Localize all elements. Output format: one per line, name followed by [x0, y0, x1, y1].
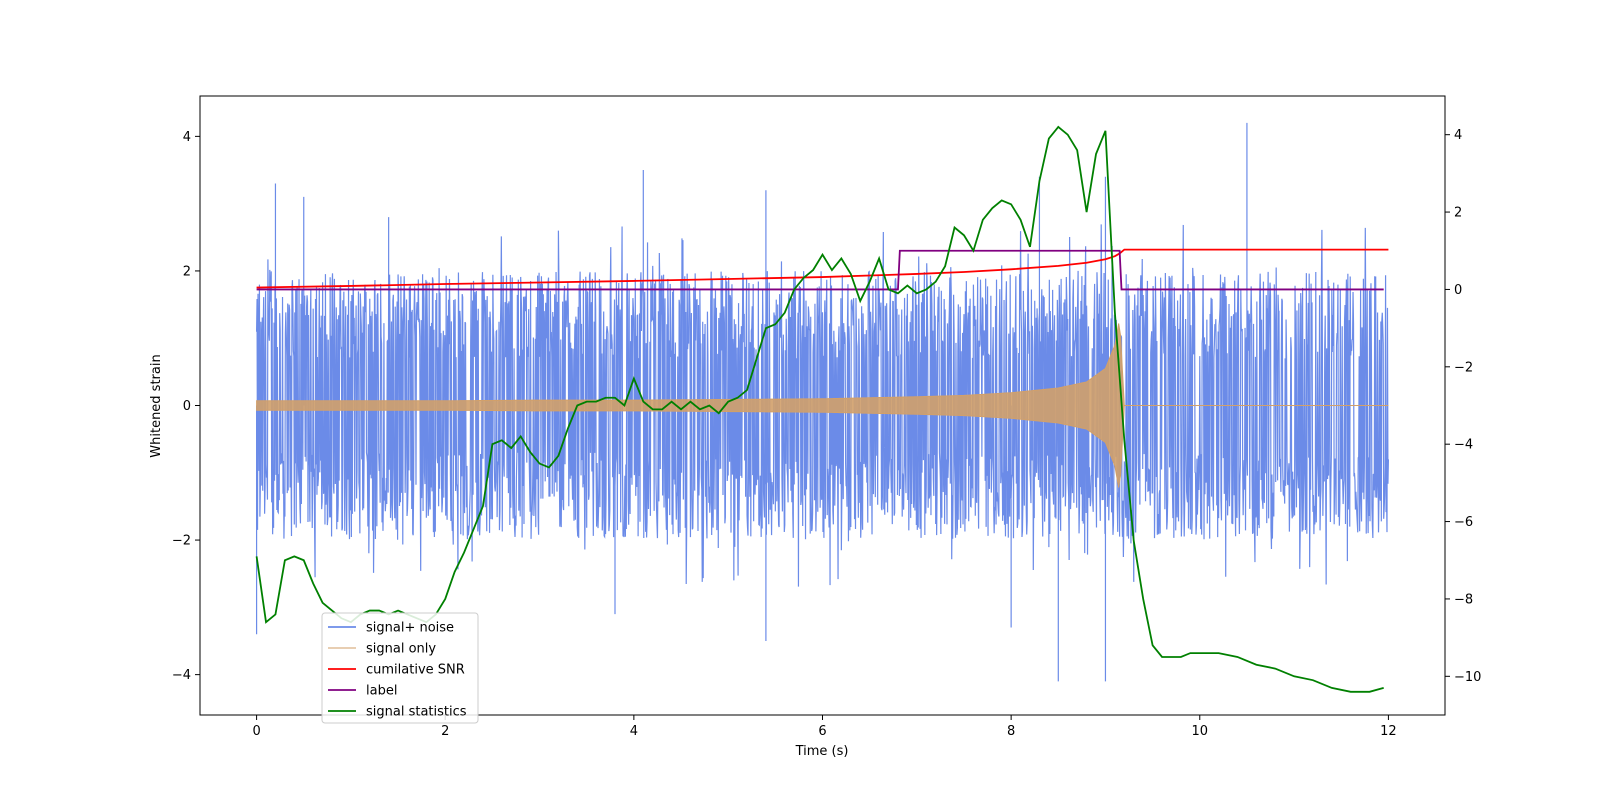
x-tick-label: 0	[252, 724, 260, 739]
x-tick-label: 10	[1191, 724, 1208, 739]
x-tick-label: 8	[1007, 724, 1015, 739]
legend-label: signal only	[366, 642, 436, 657]
y-tick-label: 2	[183, 264, 191, 279]
series-signal-noise	[255, 122, 1390, 682]
axes-layer: 0 2 4 6 8 10 12 4 2 0 −2 −4 4 2 0 −2 −4 −6 −8 −10	[172, 128, 1482, 739]
y2-tick-label: 2	[1454, 206, 1462, 221]
legend-label: label	[366, 684, 397, 699]
x-tick-label: 12	[1380, 724, 1397, 739]
series-layer	[255, 122, 1390, 693]
legend-box	[321, 612, 479, 724]
y-tick-label: 4	[183, 130, 191, 145]
x-tick-label: 4	[630, 724, 638, 739]
y2-tick-label: −4	[1454, 438, 1473, 453]
y2-tick-label: −2	[1454, 360, 1473, 375]
y2-tick-label: −8	[1454, 592, 1473, 607]
y2-tick-label: −6	[1454, 515, 1473, 530]
y-axis-label: Whitened strain	[149, 354, 164, 457]
series-label	[256, 249, 1384, 291]
legend-label: cumilative SNR	[366, 663, 465, 678]
series-cumulative-snr	[256, 248, 1389, 289]
series-signal-only	[256, 323, 1389, 488]
y2-tick-label: 4	[1454, 128, 1462, 143]
legend: signal+ noise signal only cumilative SNR la…	[321, 612, 479, 724]
x-axis-label: Time (s)	[795, 744, 849, 759]
legend-label: signal statistics	[366, 705, 467, 720]
y-tick-label: 0	[183, 399, 191, 414]
y-tick-label: −2	[172, 534, 191, 549]
x-tick-label: 6	[818, 724, 826, 739]
legend-label: signal+ noise	[366, 621, 454, 636]
y2-tick-label: 0	[1454, 283, 1462, 298]
y-tick-label: −4	[172, 668, 191, 683]
y2-tick-label: −10	[1454, 670, 1481, 685]
x-tick-label: 2	[441, 724, 449, 739]
